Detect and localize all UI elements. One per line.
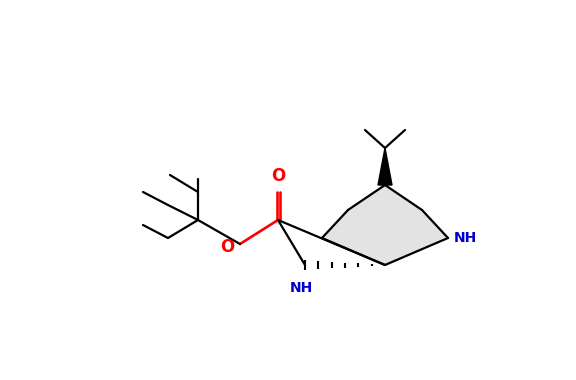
Text: O: O [271,167,285,185]
Polygon shape [322,185,448,265]
Text: NH: NH [289,281,313,295]
Text: O: O [220,238,234,256]
Polygon shape [378,148,392,185]
Text: NH: NH [454,231,478,245]
